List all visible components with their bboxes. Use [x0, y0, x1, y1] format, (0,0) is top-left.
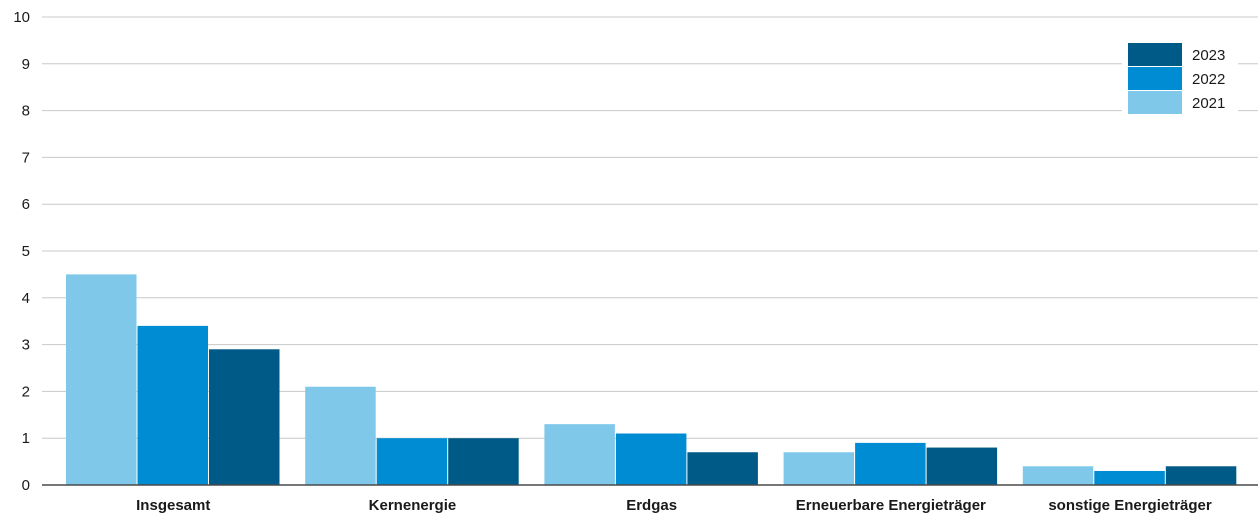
bar-2022-0	[137, 325, 208, 485]
x-category-label: Kernenergie	[369, 497, 457, 514]
y-tick-label: 10	[13, 9, 30, 26]
bar-2023-0	[209, 349, 280, 485]
x-category-label: Erdgas	[626, 497, 677, 514]
y-tick-label: 9	[22, 56, 30, 73]
bar-2022-1	[376, 438, 448, 485]
bar-2021-2	[544, 424, 615, 485]
bars	[66, 274, 1237, 485]
bar-2022-3	[855, 442, 926, 485]
bar-2021-1	[305, 386, 376, 485]
legend-label-2021: 2021	[1192, 95, 1225, 112]
x-category-label: sonstige Energieträger	[1048, 497, 1212, 514]
bar-2021-0	[66, 274, 137, 485]
bar-2021-4	[1022, 466, 1094, 485]
legend-swatch-2023	[1128, 43, 1182, 66]
y-tick-label: 2	[22, 383, 30, 400]
bar-2022-2	[615, 433, 687, 485]
legend-swatch-2021	[1128, 91, 1182, 114]
bar-2023-1	[448, 438, 519, 485]
y-axis-ticks: 0 1 2 3 4 5 6 7 8 9 10	[13, 9, 30, 494]
x-category-label: Insgesamt	[136, 497, 210, 514]
bar-2023-2	[687, 452, 758, 485]
y-tick-label: 4	[22, 290, 30, 307]
y-tick-label: 7	[22, 149, 30, 166]
y-tick-label: 1	[22, 430, 30, 447]
y-tick-label: 6	[22, 196, 30, 213]
bar-2023-3	[926, 447, 998, 485]
bar-2023-4	[1165, 466, 1237, 485]
legend: 2023 2022 2021	[1122, 39, 1238, 119]
bar-2022-4	[1094, 470, 1165, 485]
legend-swatch-2022	[1128, 67, 1182, 90]
y-tick-label: 0	[22, 477, 30, 494]
y-tick-label: 8	[22, 103, 30, 120]
x-category-label: Erneuerbare Energieträger	[796, 497, 986, 514]
legend-label-2023: 2023	[1192, 47, 1225, 64]
x-axis-labels: Insgesamt Kernenergie Erdgas Erneuerbare En…	[136, 497, 1212, 514]
legend-label-2022: 2022	[1192, 71, 1225, 88]
bar-2021-3	[783, 452, 855, 485]
y-tick-label: 3	[22, 337, 30, 354]
y-tick-label: 5	[22, 243, 30, 260]
